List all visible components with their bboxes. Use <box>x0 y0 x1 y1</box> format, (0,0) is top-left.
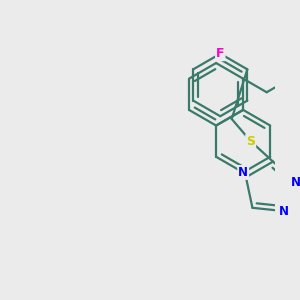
Text: F: F <box>216 47 224 60</box>
Text: S: S <box>246 135 255 148</box>
Text: N: N <box>238 166 248 179</box>
Text: N: N <box>278 205 289 218</box>
Text: N: N <box>291 176 300 189</box>
